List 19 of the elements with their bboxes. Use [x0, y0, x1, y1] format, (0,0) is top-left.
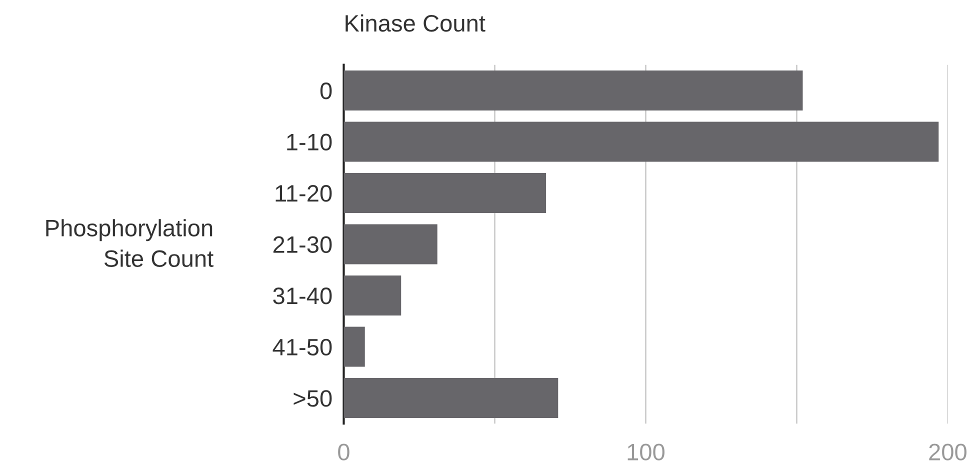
- y-tick-label: 0: [320, 82, 332, 100]
- bar: [344, 378, 558, 418]
- y-tick-label: 11-20: [276, 185, 332, 202]
- bar: [344, 326, 365, 367]
- y-tick-label: >50: [294, 390, 332, 407]
- x-tick-label: 100: [628, 444, 664, 460]
- y-tick-label: 31-40: [273, 288, 332, 304]
- bar: [344, 70, 803, 110]
- y-tick-label: 1-10: [287, 134, 332, 150]
- y-axis-title: Phosphorylation Site Count: [46, 219, 214, 268]
- bar: [344, 172, 546, 213]
- bar: [344, 276, 402, 316]
- x-axis-title: Kinase Count: [346, 14, 486, 32]
- x-tick-label: 200: [929, 444, 966, 460]
- y-tick-label: 41-50: [272, 338, 332, 356]
- bar: [344, 224, 438, 264]
- y-tick-label: 21-30: [273, 236, 332, 254]
- bar: [344, 122, 939, 162]
- x-tick-label: 0: [338, 444, 350, 460]
